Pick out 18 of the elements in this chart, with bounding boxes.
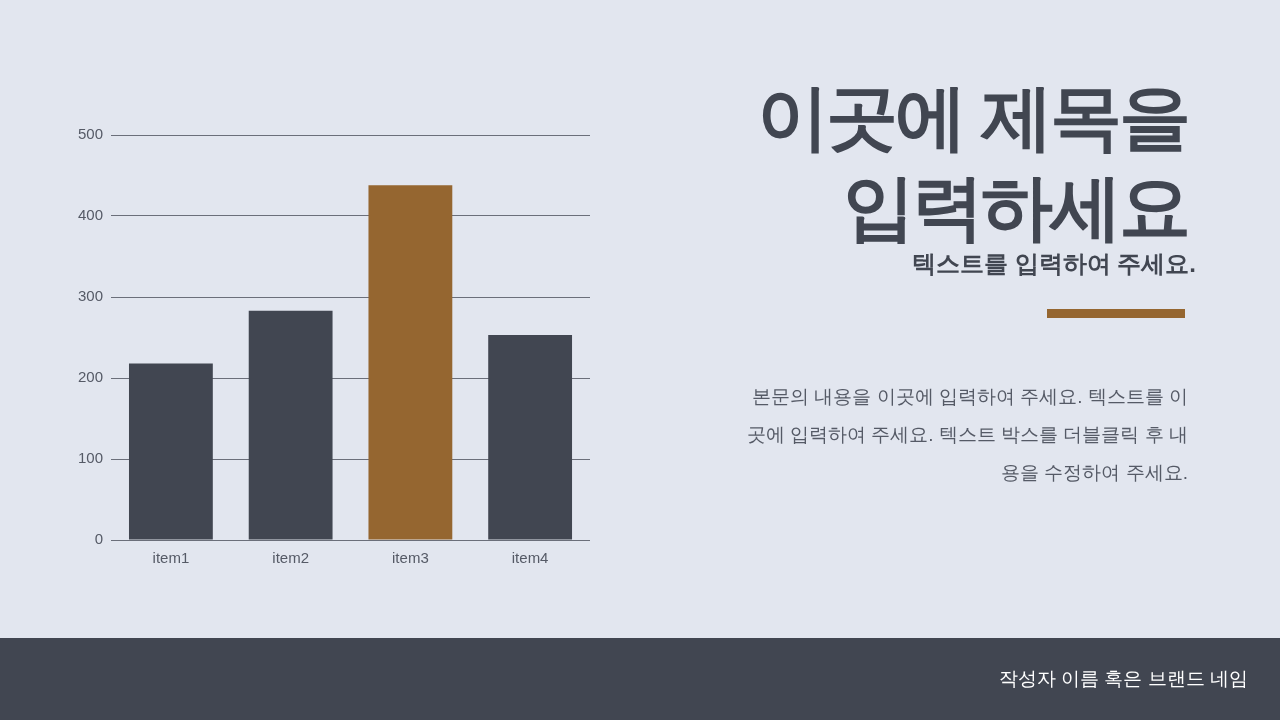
bar	[488, 335, 573, 540]
text: 텍스트를 입력하여 주세요.	[911, 249, 1196, 279]
x-tick-label: item1	[152, 549, 190, 567]
text: 본문의 내용을 이곳에 입력하여 주세요. 텍스트를 이곳에 입력하여 주세요. 텍스트 박스를 더블클릭 후 내용을 수정하여 주세요.	[745, 385, 1188, 485]
x-tick-label: item4	[511, 549, 549, 567]
bar	[248, 310, 333, 540]
y-tick-label: 300	[78, 287, 104, 305]
y-tick-label: 500	[78, 125, 104, 143]
text: 이곳에 제목을 입력하세요	[756, 77, 1188, 247]
y-tick-label: 0	[94, 530, 104, 548]
y-tick-label: 100	[78, 449, 104, 467]
y-tick-label: 200	[78, 368, 104, 386]
y-tick-label: 400	[78, 206, 104, 224]
x-tick-label: item2	[272, 549, 309, 567]
bar	[368, 185, 453, 540]
bar	[128, 363, 213, 540]
x-tick-label: item3	[392, 549, 429, 567]
text: 작성자 이름 혹은 브랜드 네임	[998, 667, 1248, 691]
